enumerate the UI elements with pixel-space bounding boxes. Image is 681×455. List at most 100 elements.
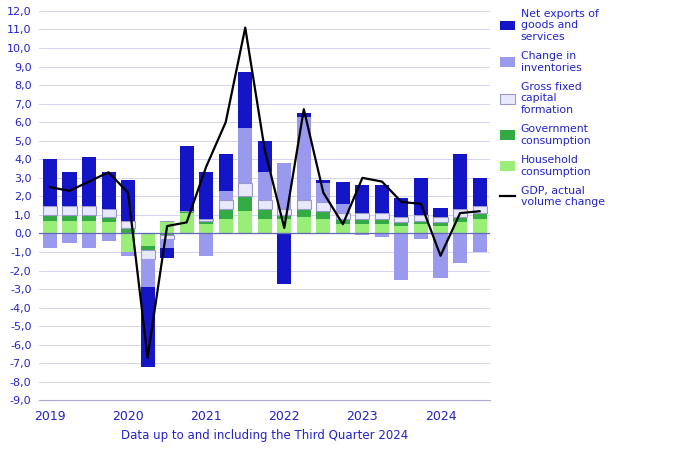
Bar [394,222,409,226]
Bar [101,217,116,222]
Bar [180,147,193,211]
GDP, actual
volume change [378,179,386,184]
Bar [180,211,193,213]
Bar [434,222,447,226]
Bar [121,180,135,221]
GDP, actual
volume change [437,253,445,258]
Bar [121,252,135,256]
GDP, actual
volume change [65,188,74,193]
Bar [316,183,330,202]
GDP, actual
volume change [417,201,425,207]
GDP, actual
volume change [163,223,171,229]
Bar [414,233,428,239]
Bar [257,172,272,200]
GDP, actual
volume change [183,220,191,225]
Bar [101,233,116,241]
GDP, actual
volume change [475,208,484,214]
GDP, actual
volume change [104,170,112,175]
GDP, actual
volume change [144,355,152,360]
Bar [473,233,487,252]
Bar [297,116,311,200]
Line: GDP, actual
volume change: GDP, actual volume change [50,28,479,358]
Bar [375,233,389,237]
Bar [101,222,116,233]
Bar [355,219,369,224]
Bar [355,233,369,235]
Bar [199,221,213,224]
Bar [238,211,252,233]
Bar [140,233,155,247]
Bar [219,209,233,219]
GDP, actual
volume change [221,120,229,125]
GDP, actual
volume change [456,210,464,216]
Bar [121,233,135,252]
X-axis label: Data up to and including the Third Quarter 2024: Data up to and including the Third Quart… [121,429,409,442]
Bar [160,235,174,239]
GDP, actual
volume change [358,175,366,181]
Bar [257,141,272,172]
Bar [140,247,155,250]
Bar [101,209,116,217]
Bar [316,202,330,211]
Bar [434,217,447,222]
Bar [434,226,447,233]
Bar [82,206,96,215]
Bar [63,221,76,233]
Bar [394,226,409,233]
Bar [160,248,174,258]
Bar [199,224,213,233]
Bar [375,185,389,213]
GDP, actual
volume change [85,179,93,184]
Bar [257,219,272,233]
Bar [43,215,57,221]
Bar [453,217,467,222]
Bar [160,233,174,235]
Bar [277,209,291,215]
Bar [121,228,135,233]
Bar [63,206,76,215]
Bar [355,213,369,219]
Bar [277,219,291,233]
Bar [43,221,57,233]
GDP, actual
volume change [300,106,308,112]
Bar [355,185,369,213]
Bar [434,207,447,217]
Bar [257,200,272,209]
Bar [375,213,389,219]
Bar [277,215,291,219]
Bar [394,217,409,222]
Bar [140,259,155,287]
Bar [160,239,174,248]
Bar [336,219,350,224]
Bar [355,224,369,233]
Bar [238,128,252,183]
Bar [121,221,135,228]
Bar [297,209,311,217]
Bar [453,154,467,209]
Bar [414,224,428,233]
GDP, actual
volume change [46,184,54,190]
Legend: Net exports of
goods and
services, Change in
inventories, Gross fixed
capital
fo: Net exports of goods and services, Chang… [501,9,605,207]
Bar [82,233,96,248]
Bar [473,178,487,206]
Bar [336,224,350,233]
Bar [316,211,330,219]
Bar [219,200,233,209]
Bar [297,200,311,209]
Bar [257,209,272,219]
Bar [180,213,193,233]
GDP, actual
volume change [319,190,328,195]
Bar [43,159,57,206]
Bar [63,172,76,206]
Bar [82,157,96,206]
Bar [453,233,467,263]
Bar [219,219,233,233]
Bar [316,219,330,233]
Bar [199,233,213,256]
Bar [375,224,389,233]
Bar [473,213,487,219]
Bar [82,215,96,221]
Bar [316,180,330,183]
Bar [199,219,213,221]
Bar [43,233,57,248]
